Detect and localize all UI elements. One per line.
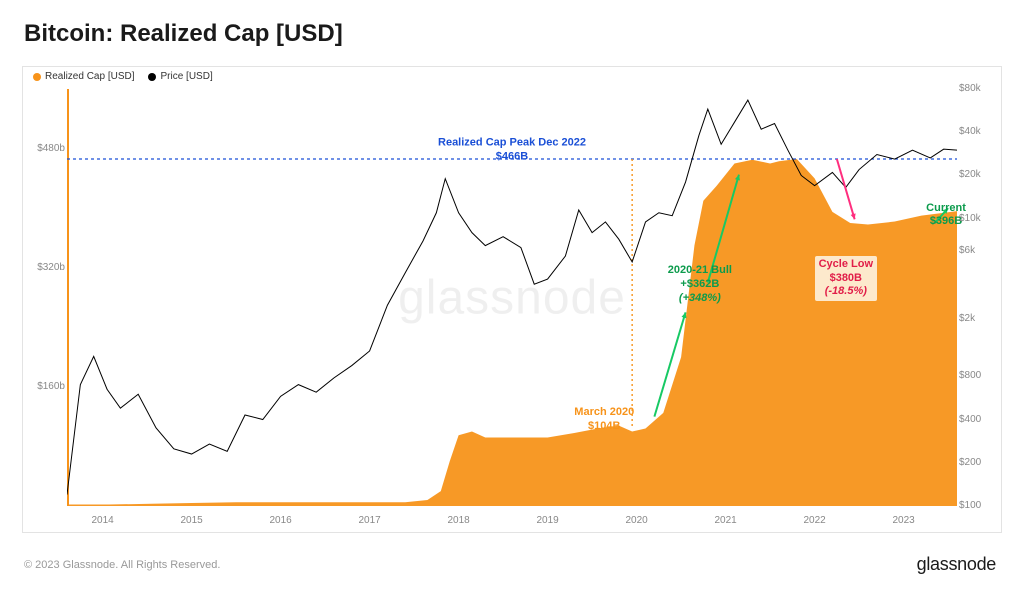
y-right-tick: $40k	[959, 126, 999, 137]
x-tick: 2021	[714, 515, 736, 526]
y-right-tick: $400	[959, 414, 999, 425]
y-right-tick: $200	[959, 457, 999, 468]
y-left-tick: $480b	[25, 143, 65, 154]
x-tick: 2016	[269, 515, 291, 526]
annotation-peak: Realized Cap Peak Dec 2022 $466B	[438, 137, 586, 165]
annotation-cyclelow-line3: (-18.5%)	[819, 285, 873, 299]
y-right-tick: $80k	[959, 83, 999, 94]
chart-frame: Realized Cap [USD] Price [USD] glassnode…	[22, 66, 1002, 533]
annotation-bull-line1: 2020-21 Bull	[668, 264, 732, 278]
annotation-bull-line3: (+348%)	[668, 292, 732, 306]
y-left-tick: $320b	[25, 262, 65, 273]
legend-label-price: Price [USD]	[160, 71, 212, 82]
y-right-tick: $6k	[959, 245, 999, 256]
y-left-tick: $160b	[25, 381, 65, 392]
footer-copyright: © 2023 Glassnode. All Rights Reserved.	[24, 559, 220, 571]
y-right-tick: $800	[959, 370, 999, 381]
legend: Realized Cap [USD] Price [USD]	[33, 71, 213, 82]
legend-item-realized-cap: Realized Cap [USD]	[33, 71, 134, 82]
annotation-bull: 2020-21 Bull +$362B (+348%)	[668, 264, 732, 305]
y-right-tick: $2k	[959, 313, 999, 324]
x-tick: 2014	[91, 515, 113, 526]
legend-label-realized-cap: Realized Cap [USD]	[45, 71, 134, 82]
legend-item-price: Price [USD]	[148, 71, 212, 82]
legend-swatch-realized-cap	[33, 73, 41, 81]
chart-title: Bitcoin: Realized Cap [USD]	[24, 20, 343, 48]
x-tick: 2023	[892, 515, 914, 526]
annotation-march2020-line2: $104B	[574, 420, 634, 434]
x-tick: 2015	[180, 515, 202, 526]
brand-logo: glassnode	[917, 554, 996, 575]
x-tick: 2018	[447, 515, 469, 526]
annotation-bull-line2: +$362B	[668, 278, 732, 292]
annotation-cyclelow-line1: Cycle Low	[819, 258, 873, 272]
annotation-march2020-line1: March 2020	[574, 406, 634, 420]
annotation-peak-line1: Realized Cap Peak Dec 2022	[438, 137, 586, 151]
annotation-cyclelow-line2: $380B	[819, 272, 873, 286]
y-right-tick: $10k	[959, 213, 999, 224]
y-right-tick: $20k	[959, 169, 999, 180]
annotation-peak-line2: $466B	[438, 150, 586, 164]
y-right-tick: $100	[959, 500, 999, 511]
x-tick: 2020	[625, 515, 647, 526]
x-tick: 2019	[536, 515, 558, 526]
x-tick: 2017	[358, 515, 380, 526]
annotation-march2020: March 2020 $104B	[574, 406, 634, 434]
x-tick: 2022	[803, 515, 825, 526]
plot-area: glassnode Realized Cap Peak Dec 2022 $46…	[67, 89, 957, 506]
legend-swatch-price	[148, 73, 156, 81]
annotation-cyclelow: Cycle Low $380B (-18.5%)	[815, 256, 877, 301]
